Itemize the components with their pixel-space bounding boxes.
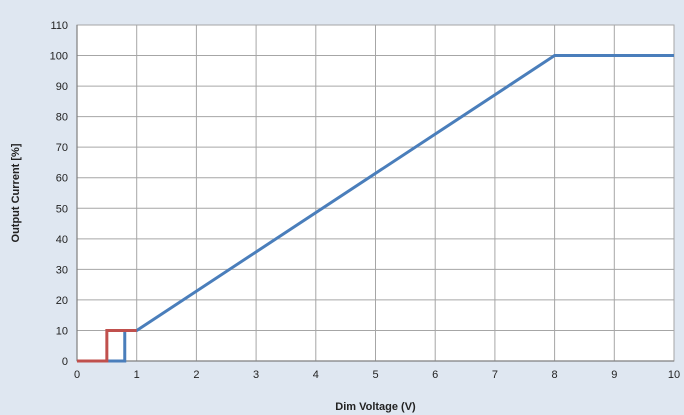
y-tick-label: 110 [50,20,68,32]
y-tick-label: 50 [56,203,68,215]
x-tick-label: 0 [74,369,80,381]
y-tick-label: 90 [56,81,68,93]
y-tick-label: 40 [56,234,68,246]
x-tick-label: 9 [611,369,617,381]
y-tick-label: 60 [56,173,68,185]
y-tick-label: 20 [56,295,68,307]
y-tick-label: 80 [56,112,68,124]
x-tick-label: 2 [193,369,199,381]
x-axis-title: Dim Voltage (V) [335,401,416,413]
series-line-2 [77,328,137,363]
x-tick-label: 3 [253,369,259,381]
y-axis-title: Output Current [%] [10,143,22,242]
x-tick-label: 4 [313,369,319,381]
y-tick-label: 10 [56,325,68,337]
y-tick-label: 70 [56,142,68,154]
x-tick-label: 10 [668,369,680,381]
y-tick-label: 30 [56,264,68,276]
x-tick-label: 6 [432,369,438,381]
x-tick-label: 7 [492,369,498,381]
x-tick-label: 1 [134,369,140,381]
x-tick-label: 5 [372,369,378,381]
grid [76,24,675,362]
y-tick-label: 0 [62,356,68,368]
series-layer [77,54,674,363]
x-tick-label: 8 [552,369,558,381]
y-tick-label: 100 [50,51,68,63]
